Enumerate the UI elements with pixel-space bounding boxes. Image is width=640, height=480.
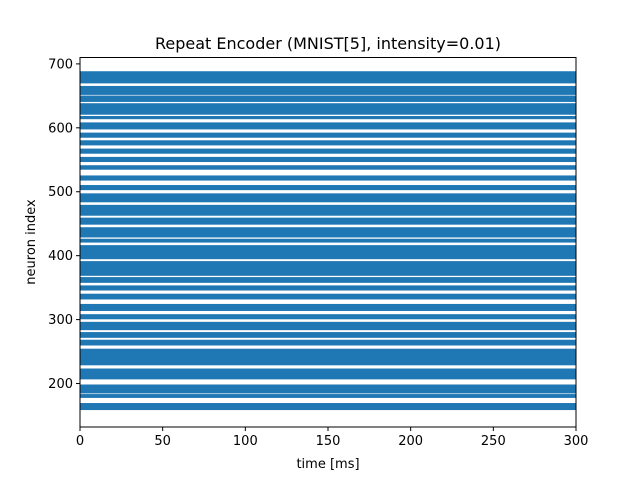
y-tick-label: 300 [48, 313, 73, 328]
spike-band-15 [80, 238, 576, 243]
spike-band-13 [80, 261, 576, 276]
x-axis-label: time [ms] [296, 457, 359, 472]
spike-band-12 [80, 277, 576, 283]
spike-band-19 [80, 193, 576, 203]
y-tick-label: 200 [48, 377, 73, 392]
y-axis: 200 300 400 500 600 700 [48, 57, 80, 392]
y-axis-label: neuron index [24, 199, 39, 285]
spike-band-32 [80, 71, 576, 84]
spike-band-31 [80, 85, 576, 95]
spike-band-2 [80, 384, 576, 394]
spike-band-22 [80, 165, 576, 170]
spike-band-25 [80, 140, 576, 146]
spike-band-23 [80, 156, 576, 163]
x-tick-label: 50 [154, 434, 171, 449]
y-tick-label: 700 [48, 57, 73, 72]
spike-bands [80, 71, 576, 411]
spike-band-10 [80, 293, 576, 300]
x-tick-label: 250 [481, 434, 506, 449]
x-tick-label: 150 [316, 434, 341, 449]
spike-band-21 [80, 175, 576, 181]
spike-band-8 [80, 314, 576, 320]
spike-band-3 [80, 368, 576, 380]
x-tick-label: 100 [233, 434, 258, 449]
spike-band-9 [80, 303, 576, 311]
spike-band-17 [80, 217, 576, 225]
spike-band-30 [80, 95, 576, 102]
spike-band-24 [80, 148, 576, 154]
x-axis: 0 50 100 150 200 250 300 [76, 427, 589, 449]
spike-band-16 [80, 227, 576, 238]
spike-band-29 [80, 103, 576, 115]
spike-band-18 [80, 204, 576, 216]
spike-band-0 [80, 403, 576, 411]
spike-band-6 [80, 332, 576, 338]
y-tick-label: 500 [48, 185, 73, 200]
x-tick-label: 0 [76, 434, 84, 449]
spike-band-5 [80, 339, 576, 346]
x-tick-label: 300 [564, 434, 589, 449]
spike-band-1 [80, 394, 576, 398]
chart-title: Repeat Encoder (MNIST[5], intensity=0.01… [155, 34, 501, 53]
spike-band-20 [80, 185, 576, 191]
x-tick-label: 200 [398, 434, 423, 449]
spike-band-14 [80, 245, 576, 260]
y-tick-label: 400 [48, 249, 73, 264]
spike-band-28 [80, 115, 576, 120]
spike-band-4 [80, 348, 576, 366]
spike-band-7 [80, 321, 576, 331]
spike-band-26 [80, 132, 576, 138]
spike-band-11 [80, 285, 576, 291]
y-tick-label: 600 [48, 121, 73, 136]
spike-band-27 [80, 122, 576, 130]
